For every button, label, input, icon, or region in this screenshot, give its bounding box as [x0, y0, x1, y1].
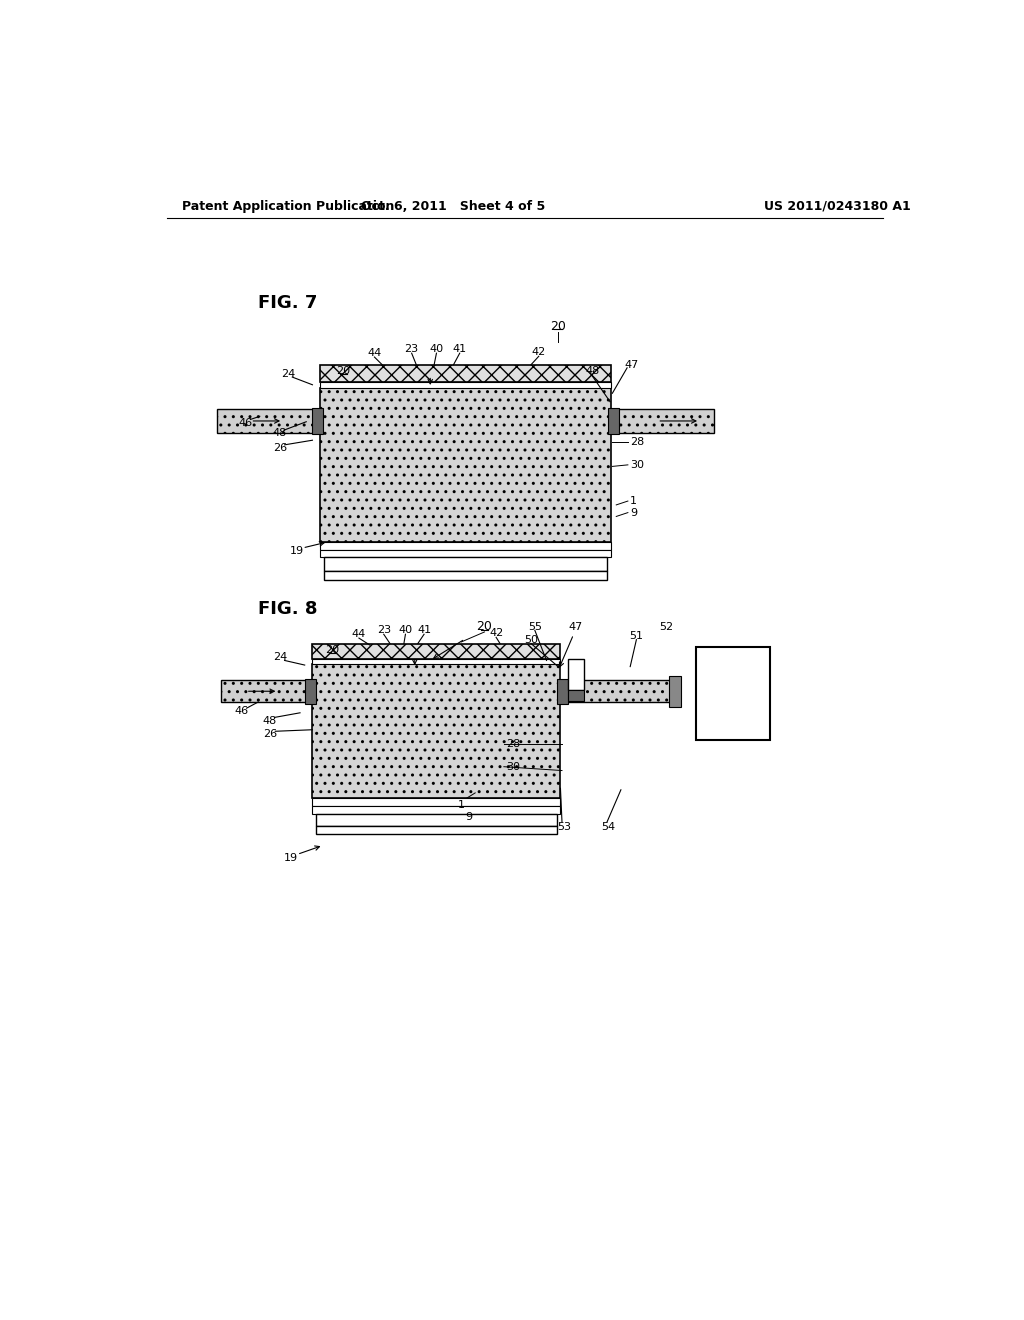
- Text: 20: 20: [337, 366, 350, 376]
- Bar: [221, 681, 312, 702]
- Text: 42: 42: [489, 628, 503, 639]
- Text: 24: 24: [282, 370, 296, 379]
- Bar: [568, 681, 677, 702]
- Text: 50: 50: [524, 635, 538, 644]
- Text: 52: 52: [659, 622, 674, 631]
- Text: 46: 46: [239, 417, 253, 428]
- Text: 47: 47: [568, 622, 583, 631]
- Text: Oct. 6, 2011   Sheet 4 of 5: Oct. 6, 2011 Sheet 4 of 5: [361, 199, 546, 213]
- Bar: [316, 813, 557, 826]
- Text: 47: 47: [625, 360, 639, 370]
- Bar: [696, 647, 770, 739]
- Bar: [669, 676, 681, 706]
- Bar: [321, 388, 611, 543]
- Text: 30: 30: [506, 762, 520, 772]
- Text: 44: 44: [352, 630, 366, 639]
- Text: 46: 46: [234, 706, 249, 717]
- Bar: [568, 659, 584, 689]
- Text: 23: 23: [377, 626, 391, 635]
- Text: 40: 40: [398, 626, 413, 635]
- Text: 24: 24: [272, 652, 287, 663]
- Bar: [217, 409, 321, 433]
- Bar: [321, 543, 611, 549]
- Bar: [607, 408, 618, 434]
- Text: US 2011/0243180 A1: US 2011/0243180 A1: [764, 199, 910, 213]
- Bar: [312, 799, 560, 807]
- Text: 9: 9: [466, 812, 472, 822]
- Text: 28: 28: [506, 739, 520, 748]
- Bar: [312, 807, 560, 813]
- Bar: [611, 409, 714, 433]
- Bar: [316, 826, 557, 834]
- Text: 23: 23: [404, 345, 419, 354]
- Bar: [321, 549, 611, 557]
- Text: 20: 20: [476, 620, 493, 634]
- Bar: [312, 408, 324, 434]
- Text: 42: 42: [531, 347, 546, 358]
- Bar: [324, 557, 607, 572]
- Text: 41: 41: [417, 626, 431, 635]
- Text: 48: 48: [263, 715, 276, 726]
- Bar: [568, 689, 584, 701]
- Text: 53: 53: [557, 822, 571, 832]
- Bar: [324, 572, 607, 581]
- Text: 40: 40: [429, 345, 443, 354]
- Text: 1: 1: [458, 800, 465, 810]
- Text: 28: 28: [630, 437, 644, 446]
- Text: 20: 20: [550, 319, 566, 333]
- Bar: [321, 381, 611, 388]
- Text: Patent Application Publication: Patent Application Publication: [182, 199, 394, 213]
- Text: 19: 19: [284, 853, 298, 862]
- Text: FIG. 7: FIG. 7: [258, 294, 317, 312]
- Text: 1: 1: [630, 496, 637, 506]
- Text: 26: 26: [263, 730, 278, 739]
- Text: 44: 44: [368, 348, 382, 358]
- Bar: [312, 664, 560, 799]
- Text: FIG. 8: FIG. 8: [258, 599, 317, 618]
- Text: 51: 51: [630, 631, 643, 640]
- Text: 54: 54: [601, 822, 615, 832]
- Text: 20: 20: [326, 644, 340, 655]
- Text: 19: 19: [290, 546, 304, 556]
- Text: 55: 55: [528, 622, 542, 631]
- Text: 26: 26: [273, 444, 288, 453]
- Text: 9: 9: [630, 508, 637, 517]
- Bar: [557, 678, 568, 704]
- Bar: [305, 678, 315, 704]
- Text: 41: 41: [453, 345, 467, 354]
- Text: 48: 48: [586, 366, 600, 376]
- Text: 48: 48: [272, 428, 287, 438]
- Bar: [312, 659, 560, 664]
- Bar: [321, 364, 611, 381]
- Bar: [312, 644, 560, 659]
- Text: 30: 30: [630, 459, 644, 470]
